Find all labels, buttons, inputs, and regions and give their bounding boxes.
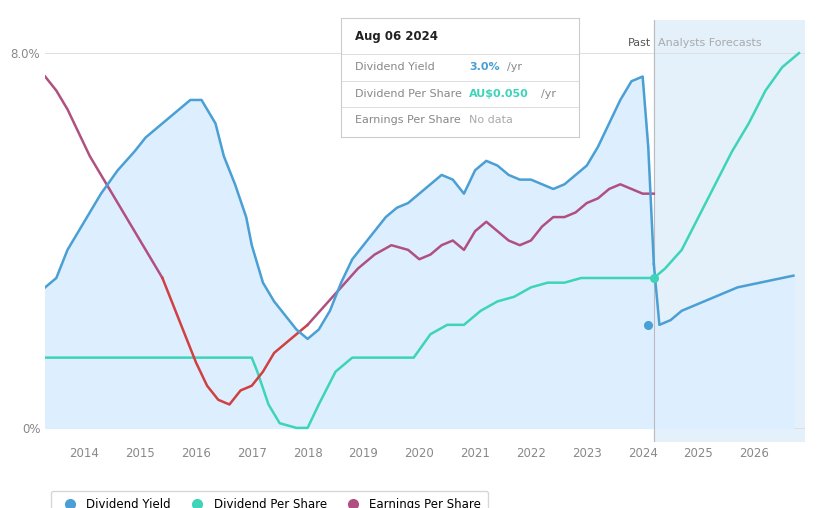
Text: AU$0.050: AU$0.050	[470, 88, 529, 99]
Text: Past: Past	[628, 39, 651, 48]
Text: /yr: /yr	[541, 88, 556, 99]
Text: Analysts Forecasts: Analysts Forecasts	[658, 39, 762, 48]
Text: No data: No data	[470, 115, 513, 125]
Bar	[654, 20, 805, 442]
Text: Aug 06 2024: Aug 06 2024	[355, 30, 438, 43]
Text: /yr: /yr	[507, 62, 522, 72]
Text: Earnings Per Share: Earnings Per Share	[355, 115, 461, 125]
Legend: Dividend Yield, Dividend Per Share, Earnings Per Share: Dividend Yield, Dividend Per Share, Earn…	[51, 491, 488, 508]
Text: Dividend Yield: Dividend Yield	[355, 62, 435, 72]
Text: 3.0%: 3.0%	[470, 62, 500, 72]
Text: Dividend Per Share: Dividend Per Share	[355, 88, 462, 99]
